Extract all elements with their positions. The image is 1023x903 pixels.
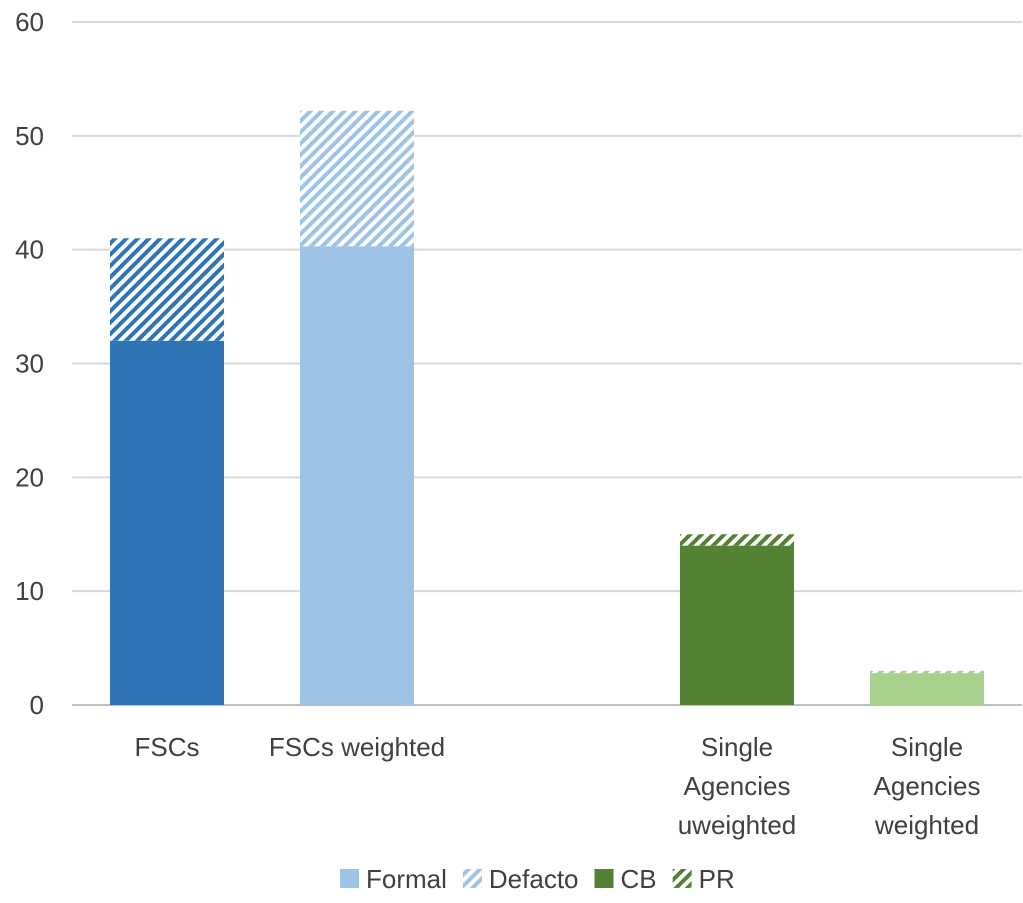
y-tick-label: 30 [15,349,44,379]
y-tick-label: 40 [15,235,44,265]
x-category-label: Single [891,732,963,762]
y-tick-label: 10 [15,576,44,606]
legend-swatch [462,869,482,888]
bar-segment-hatched [680,534,794,546]
legend-swatch [340,869,359,888]
bar-segment-hatched [870,670,984,674]
bar-segment-solid [870,673,984,705]
gridlines [72,21,1022,706]
x-category-label: Single [701,732,773,762]
legend-label: Formal [366,864,447,894]
x-category-label: FSCs weighted [269,732,445,762]
x-category-label: Agencies [684,771,791,801]
y-tick-label: 50 [15,121,44,151]
y-axis-ticks: 0 10 20 30 40 50 60 [15,7,44,720]
x-category-label: weighted [874,810,979,840]
legend-label: CB [621,864,657,894]
legend-swatch [672,869,692,888]
x-category-label: Agencies [874,771,981,801]
bar-segment-hatched [110,238,224,341]
bar-segment-hatched [300,110,414,247]
y-tick-label: 0 [30,690,44,720]
legend-label: PR [699,864,735,894]
x-category-label: uweighted [678,810,797,840]
x-axis-labels: FSCs FSCs weighted Single Agencies uweighted… [135,732,981,840]
bars [110,110,984,706]
legend-swatch [594,869,614,888]
y-tick-label: 60 [15,7,44,37]
legend: Formal Defacto CB PR [340,864,735,894]
legend-label: Defacto [489,864,579,894]
bar-segment-solid [300,246,414,706]
bar-segment-solid [110,340,224,705]
bar-segment-solid [680,545,794,705]
y-tick-label: 20 [15,462,44,492]
x-category-label: FSCs [135,732,200,762]
